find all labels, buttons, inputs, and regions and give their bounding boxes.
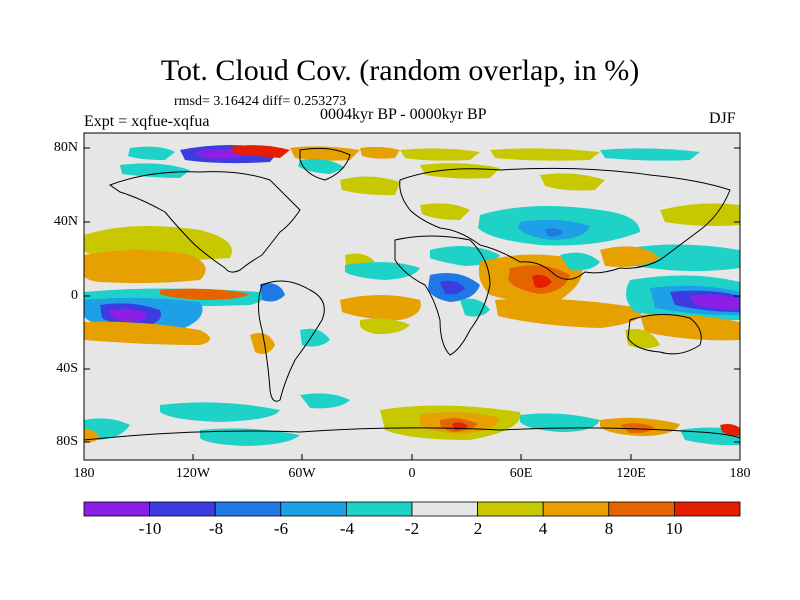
- anomaly-blob: [690, 294, 740, 310]
- colorbar-label: 4: [538, 519, 548, 538]
- anomaly-blob: [600, 148, 700, 161]
- lon-label: 60W: [288, 466, 316, 481]
- australia-coast: [627, 314, 702, 355]
- colorbar-label: 8: [604, 519, 614, 538]
- anomaly-blob: [430, 246, 500, 266]
- south-america-coast: [258, 280, 325, 402]
- anomaly-blob: [625, 329, 660, 349]
- anomaly-blob: [160, 288, 250, 300]
- anomaly-blob: [200, 428, 300, 446]
- colorbar-swatch: [411, 501, 478, 517]
- experiment-label: Expt = xqfue-xqfua: [84, 113, 210, 130]
- anomaly-blob: [230, 145, 290, 158]
- anomaly-blob: [495, 298, 642, 328]
- anomaly-blob: [420, 203, 470, 220]
- colorbar-label: 10: [665, 519, 683, 538]
- colorbar-label: -6: [273, 519, 289, 538]
- colorbar-swatch: [674, 501, 741, 517]
- colorbar-swatch: [345, 501, 413, 517]
- antarctica-coast: [84, 427, 740, 441]
- anomaly-blob: [195, 149, 245, 159]
- anomaly-blob: [720, 424, 740, 436]
- colorbar-swatch: [280, 501, 347, 517]
- anomaly-blob: [640, 314, 740, 341]
- anomaly-field: [84, 145, 740, 446]
- lat-label: 0: [71, 288, 78, 303]
- lon-label: 0: [408, 466, 416, 481]
- stats-text: rmsd= 3.16424 diff= 0.253273: [174, 94, 347, 109]
- season-label: DJF: [709, 110, 736, 127]
- anomaly-blob: [600, 246, 660, 267]
- anomaly-blob: [290, 146, 360, 161]
- lon-label: 120E: [616, 466, 646, 481]
- colorbar-label: -2: [404, 519, 420, 538]
- anomaly-blob: [128, 146, 175, 160]
- anomaly-blob: [298, 159, 345, 174]
- anomaly-blob: [340, 176, 400, 196]
- colorbar-swatch: [83, 501, 150, 517]
- anomaly-blob: [160, 402, 280, 422]
- lon-label: 60E: [509, 466, 533, 481]
- anomaly-blob: [120, 163, 190, 178]
- colorbar-label: 2: [473, 519, 483, 538]
- anomaly-blob: [300, 393, 350, 409]
- colorbar-label: -10: [138, 519, 162, 538]
- anomaly-blob: [420, 163, 500, 179]
- axis-ticks: [83, 147, 741, 460]
- anomaly-blob: [440, 280, 465, 295]
- anomaly-blob: [560, 252, 600, 271]
- anomaly-blob: [84, 250, 206, 284]
- anomaly-blob: [360, 318, 410, 335]
- north-america-coast: [108, 171, 301, 273]
- eurasia-coast: [399, 167, 731, 280]
- colorbar-label: -4: [339, 519, 355, 538]
- lon-label: 180: [729, 466, 751, 481]
- colorbar-label: -8: [208, 519, 224, 538]
- greenland-coast: [299, 147, 351, 181]
- lat-label: 80N: [53, 140, 78, 155]
- colorbar-swatch: [542, 501, 610, 517]
- colorbar-swatch: [608, 501, 675, 517]
- anomaly-blob: [532, 274, 552, 288]
- coastlines: [84, 147, 740, 441]
- colorbar: [83, 501, 741, 517]
- lat-label: 40N: [53, 214, 78, 229]
- lat-label: 80S: [56, 434, 78, 449]
- anomaly-blob: [110, 308, 148, 322]
- anomaly-blob: [620, 423, 655, 434]
- lon-label: 120W: [175, 466, 211, 481]
- africa-coast: [394, 235, 491, 356]
- anomaly-blob: [260, 283, 285, 302]
- anomaly-blob: [490, 148, 600, 161]
- lat-label: 40S: [56, 361, 78, 376]
- anomaly-blob: [345, 262, 420, 280]
- anomaly-blob: [545, 228, 563, 237]
- anomaly-blob: [460, 298, 490, 317]
- anomaly-blob: [540, 173, 605, 191]
- anomaly-blob: [630, 244, 740, 272]
- anomaly-blob: [520, 413, 600, 432]
- anomaly-blob: [360, 146, 400, 159]
- anomaly-blob: [84, 321, 210, 345]
- anomaly-blob: [340, 295, 421, 320]
- anomaly-blob: [250, 332, 275, 354]
- plot-title: Tot. Cloud Cov. (random overlap, in %): [160, 54, 640, 87]
- colorbar-swatch: [149, 501, 216, 517]
- period-label: 0004kyr BP - 0000kyr BP: [320, 106, 487, 123]
- lon-label: 180: [73, 466, 95, 481]
- colorbar-swatch: [214, 501, 282, 517]
- anomaly-blob: [400, 148, 480, 161]
- colorbar-swatch: [477, 501, 544, 517]
